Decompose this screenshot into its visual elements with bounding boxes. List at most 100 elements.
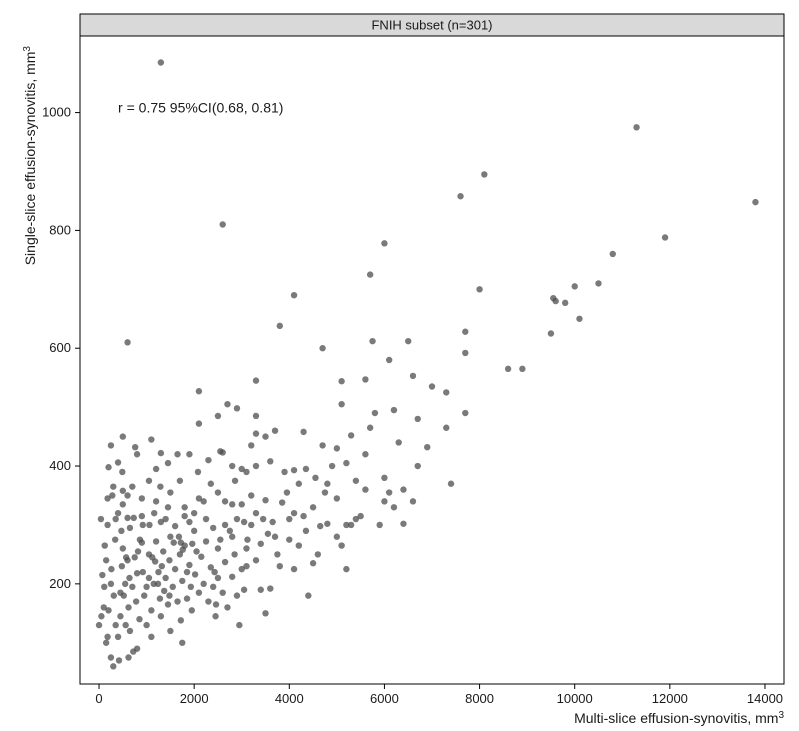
data-point bbox=[315, 551, 321, 557]
data-point bbox=[186, 519, 192, 525]
data-point bbox=[322, 489, 328, 495]
data-point bbox=[386, 489, 392, 495]
data-point bbox=[103, 557, 109, 563]
data-point bbox=[200, 581, 206, 587]
data-point bbox=[338, 401, 344, 407]
data-point bbox=[462, 350, 468, 356]
data-point bbox=[112, 516, 118, 522]
data-point bbox=[116, 657, 122, 663]
data-point bbox=[633, 124, 639, 130]
x-tick-label: 10000 bbox=[557, 691, 593, 706]
data-point bbox=[357, 513, 363, 519]
data-point bbox=[132, 444, 138, 450]
data-point bbox=[189, 541, 195, 547]
data-point bbox=[310, 504, 316, 510]
data-point bbox=[162, 516, 168, 522]
data-point bbox=[162, 575, 168, 581]
data-point bbox=[279, 499, 285, 505]
data-point bbox=[117, 613, 123, 619]
data-point bbox=[229, 574, 235, 580]
data-point bbox=[217, 448, 223, 454]
data-point bbox=[132, 554, 138, 560]
data-point bbox=[167, 628, 173, 634]
data-point bbox=[400, 521, 406, 527]
data-point bbox=[174, 451, 180, 457]
data-point bbox=[136, 616, 142, 622]
data-point bbox=[343, 460, 349, 466]
data-point bbox=[448, 481, 454, 487]
data-point bbox=[410, 373, 416, 379]
data-point bbox=[203, 538, 209, 544]
data-point bbox=[248, 442, 254, 448]
y-tick-label: 600 bbox=[49, 340, 71, 355]
data-point bbox=[167, 534, 173, 540]
data-point bbox=[108, 442, 114, 448]
data-point bbox=[135, 548, 141, 554]
data-point bbox=[166, 592, 172, 598]
data-point bbox=[248, 492, 254, 498]
data-point bbox=[476, 286, 482, 292]
data-point bbox=[334, 445, 340, 451]
data-point bbox=[253, 557, 259, 563]
y-axis-title: Single-slice effusion-synovitis, mm3 bbox=[22, 46, 39, 266]
data-point bbox=[121, 592, 127, 598]
data-point bbox=[262, 433, 268, 439]
data-point bbox=[324, 521, 330, 527]
x-tick-label: 4000 bbox=[275, 691, 304, 706]
data-point bbox=[181, 504, 187, 510]
data-point bbox=[146, 522, 152, 528]
data-point bbox=[267, 458, 273, 464]
data-point bbox=[176, 534, 182, 540]
data-point bbox=[367, 271, 373, 277]
data-point bbox=[151, 510, 157, 516]
data-point bbox=[372, 410, 378, 416]
data-point bbox=[184, 569, 190, 575]
data-point bbox=[752, 199, 758, 205]
data-point bbox=[362, 486, 368, 492]
data-point bbox=[220, 589, 226, 595]
data-point bbox=[262, 610, 268, 616]
data-point bbox=[143, 584, 149, 590]
data-point bbox=[141, 592, 147, 598]
data-point bbox=[148, 634, 154, 640]
x-axis-title: Multi-slice effusion-synovitis, mm3 bbox=[574, 710, 784, 727]
data-point bbox=[193, 548, 199, 554]
data-point bbox=[239, 501, 245, 507]
data-point bbox=[243, 545, 249, 551]
data-point bbox=[300, 429, 306, 435]
data-point bbox=[443, 389, 449, 395]
data-point bbox=[96, 622, 102, 628]
data-point bbox=[260, 516, 266, 522]
data-point bbox=[232, 478, 238, 484]
data-point bbox=[281, 469, 287, 475]
data-point bbox=[122, 622, 128, 628]
data-point bbox=[104, 495, 110, 501]
data-point bbox=[112, 536, 118, 542]
data-point bbox=[115, 510, 121, 516]
data-point bbox=[291, 566, 297, 572]
data-point bbox=[195, 469, 201, 475]
data-point bbox=[562, 300, 568, 306]
data-point bbox=[127, 525, 133, 531]
data-point bbox=[174, 598, 180, 604]
data-point bbox=[98, 613, 104, 619]
data-point bbox=[317, 523, 323, 529]
data-point bbox=[118, 528, 124, 534]
data-point bbox=[108, 654, 114, 660]
data-point bbox=[133, 598, 139, 604]
data-point bbox=[122, 581, 128, 587]
data-point bbox=[179, 578, 185, 584]
data-point bbox=[108, 581, 114, 587]
data-point bbox=[215, 413, 221, 419]
data-point bbox=[157, 483, 163, 489]
data-point bbox=[139, 513, 145, 519]
data-point bbox=[253, 430, 259, 436]
data-point bbox=[253, 377, 259, 383]
data-point bbox=[99, 572, 105, 578]
data-point bbox=[381, 240, 387, 246]
data-point bbox=[296, 481, 302, 487]
data-point bbox=[229, 534, 235, 540]
data-point bbox=[178, 617, 184, 623]
data-point bbox=[286, 516, 292, 522]
data-point bbox=[153, 466, 159, 472]
